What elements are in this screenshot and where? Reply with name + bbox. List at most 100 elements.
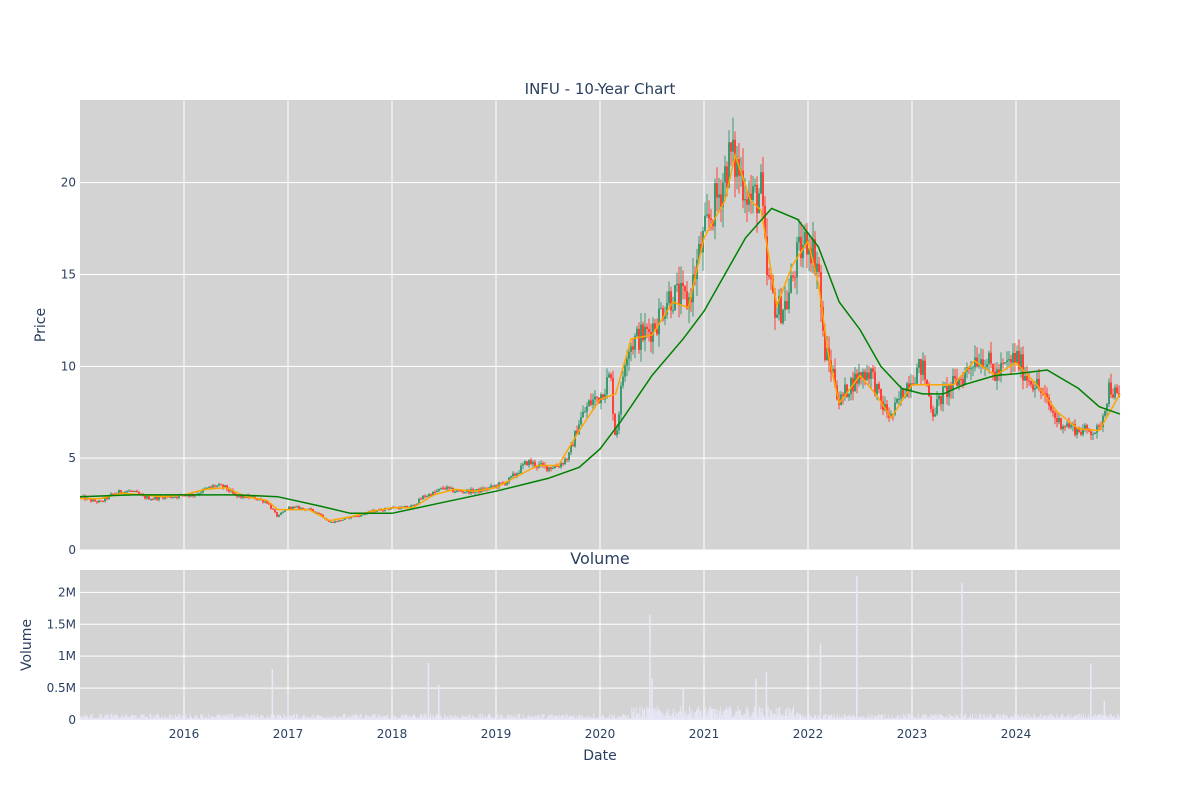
candle-body xyxy=(504,482,506,485)
candle-body xyxy=(526,461,528,466)
candle-body xyxy=(986,364,988,368)
candle-body xyxy=(100,500,102,502)
candle-body xyxy=(436,490,438,493)
candle-body xyxy=(654,323,656,330)
candle-body xyxy=(258,499,260,501)
candle-body xyxy=(278,514,280,517)
date-x-tick: 2023 xyxy=(897,727,928,741)
candle-body xyxy=(886,404,888,414)
candle-body xyxy=(516,473,518,476)
candle-body xyxy=(238,495,240,497)
candle-body xyxy=(756,184,758,214)
candle-body xyxy=(560,463,562,467)
candle-body xyxy=(206,487,208,489)
volume-bars xyxy=(80,576,1120,720)
candle-body xyxy=(706,214,708,216)
candle-body xyxy=(1108,382,1110,404)
candle-body xyxy=(288,506,290,510)
candle-body xyxy=(826,347,828,360)
candle-body xyxy=(364,514,366,516)
candle-body xyxy=(330,521,332,523)
candle-body xyxy=(864,371,866,380)
candle-body xyxy=(1034,388,1036,390)
candle-body xyxy=(420,498,422,500)
candle-body xyxy=(450,487,452,489)
candle-body xyxy=(962,379,964,385)
candle-body xyxy=(748,193,750,205)
candle-body xyxy=(1054,412,1056,419)
candle-body xyxy=(528,460,530,466)
candle-body xyxy=(268,503,270,505)
candle-body xyxy=(602,394,604,400)
candle-body xyxy=(762,172,764,206)
candle-body xyxy=(520,465,522,474)
candle-body xyxy=(106,497,108,499)
candle-body xyxy=(994,371,996,381)
volume-y-tick: 1M xyxy=(58,649,76,663)
candle-body xyxy=(1078,428,1080,432)
date-x-tick: 2016 xyxy=(169,727,200,741)
candle-body xyxy=(462,491,464,493)
candle-body xyxy=(110,493,112,496)
candle-body xyxy=(1110,382,1112,395)
candle-body xyxy=(626,358,628,366)
candle-body xyxy=(262,499,264,503)
candle-body xyxy=(218,484,220,486)
candle-body xyxy=(490,485,492,488)
candle-body xyxy=(964,371,966,385)
candle-body xyxy=(546,465,548,471)
price-axis-title: Price xyxy=(33,308,49,342)
candle-body xyxy=(552,468,554,470)
candle-body xyxy=(624,365,626,377)
candle-body xyxy=(388,508,390,510)
candle-body xyxy=(570,444,572,453)
candle-body xyxy=(164,496,166,499)
candle-body xyxy=(212,485,214,488)
candle-body xyxy=(126,491,128,493)
volume-title: Volume xyxy=(570,549,630,568)
candle-body xyxy=(554,465,556,469)
candle-body xyxy=(938,395,940,400)
candle-body xyxy=(96,501,98,503)
candle-body xyxy=(728,142,730,188)
candle-body xyxy=(866,372,868,380)
candle-body xyxy=(228,489,230,492)
price-ticks: 0 5 10 15 20 xyxy=(61,176,76,557)
candle-body xyxy=(156,497,158,500)
candle-body xyxy=(1084,425,1086,430)
candle-body xyxy=(430,494,432,496)
candle-body xyxy=(128,490,130,492)
candle-body xyxy=(982,359,984,368)
candle-body xyxy=(746,199,748,205)
candle-body xyxy=(92,499,94,502)
candle-body xyxy=(718,194,720,198)
candle-body xyxy=(336,521,338,523)
candle-body xyxy=(722,182,724,208)
candle-body xyxy=(222,484,224,488)
candle-body xyxy=(150,499,152,501)
candle-body xyxy=(944,386,946,388)
candle-body xyxy=(280,512,282,515)
candle-body xyxy=(916,367,918,384)
candle-body xyxy=(736,159,738,177)
candle-body xyxy=(162,496,164,499)
candle-body xyxy=(904,396,906,398)
volume-y-tick: 1.5M xyxy=(47,617,76,631)
candle-body xyxy=(784,301,786,310)
candle-body xyxy=(98,500,100,503)
candle-body xyxy=(1044,392,1046,394)
candle-body xyxy=(302,507,304,509)
candle-body xyxy=(974,357,976,368)
candle-body xyxy=(410,505,412,507)
candle-body xyxy=(442,487,444,489)
candle-body xyxy=(382,510,384,512)
candle-body xyxy=(978,364,980,367)
candle-body xyxy=(454,491,456,493)
candle-body xyxy=(632,346,634,350)
candle-body xyxy=(186,495,188,497)
candle-body xyxy=(956,378,958,386)
price-y-tick: 15 xyxy=(61,267,76,281)
candle-body xyxy=(132,490,134,492)
candle-body xyxy=(146,496,148,499)
candle-body xyxy=(136,490,138,493)
